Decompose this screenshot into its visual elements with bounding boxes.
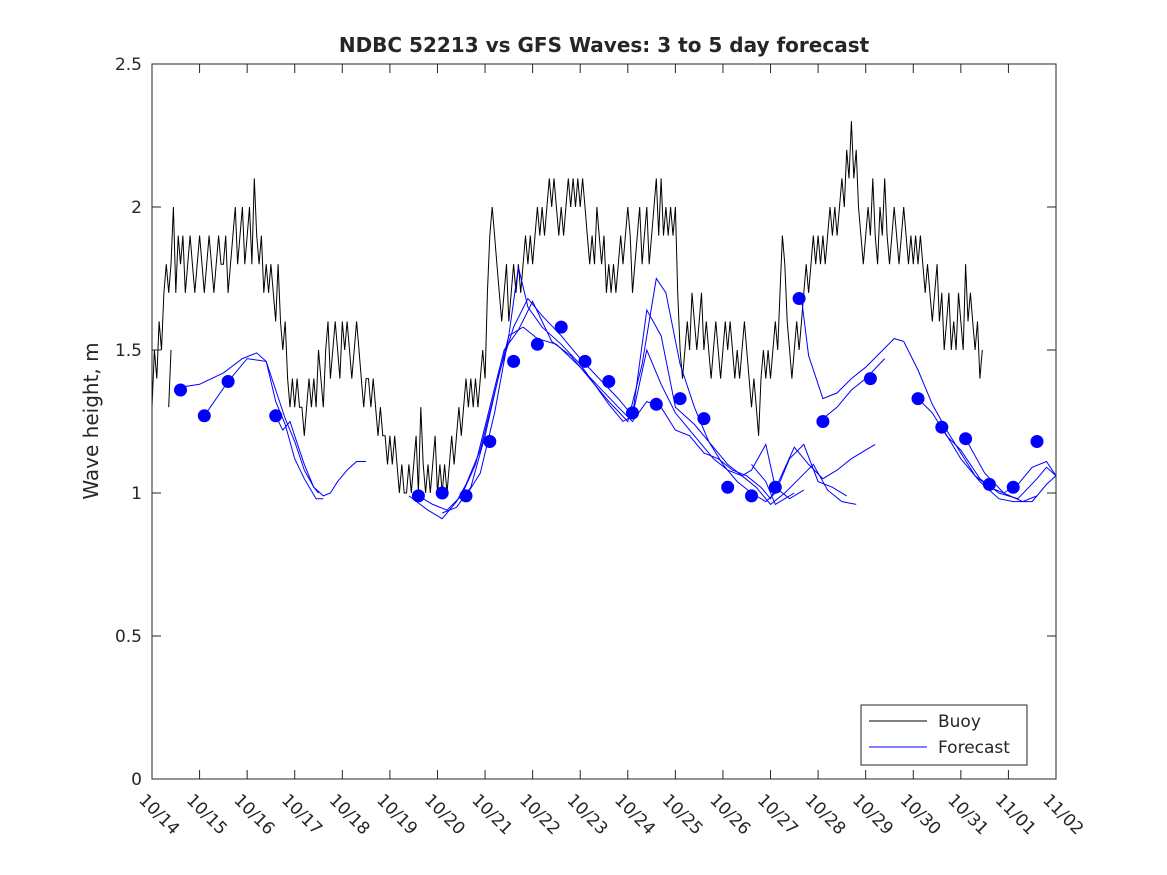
y-tick-label-2: 1 [131,484,142,504]
legend-label-forecast: Forecast [938,738,1010,758]
x-tick-label-14: 10/28 [801,790,850,839]
forecast-marker-17 [721,480,735,494]
x-tick-label-8: 10/22 [515,790,564,839]
forecast-marker-6 [459,489,473,503]
forecast-marker-5 [435,486,449,500]
buoy-line-1 [168,349,172,408]
chart-title: NDBC 52213 vs GFS Waves: 3 to 5 day fore… [339,33,870,57]
forecast-line-9 [822,358,886,419]
x-tick-label-7: 10/21 [468,790,517,839]
x-tick-label-2: 10/16 [230,790,279,839]
forecast-marker-2 [221,375,235,388]
y-tick-label-4: 2 [131,198,142,218]
x-tick-label-12: 10/26 [705,790,754,839]
x-tick-label-18: 11/01 [991,790,1040,839]
x-tick-label-10: 10/24 [610,790,659,839]
forecast-marker-22 [863,372,877,386]
forecast-marker-18 [745,489,758,503]
forecast-marker-4 [411,489,425,503]
x-tick-label-0: 10/14 [134,790,183,839]
x-tick-label-16: 10/30 [896,790,945,839]
forecast-line-5 [465,266,857,506]
x-tick-label-4: 10/18 [325,790,374,839]
forecast-marker-9 [530,337,544,351]
x-tick-label-13: 10/27 [753,790,802,839]
buoy-series [151,121,983,494]
forecast-marker-3 [269,409,283,423]
y-tick-label-3: 1.5 [115,341,142,361]
y-tick-label-5: 2.5 [115,55,142,75]
forecast-marker-16 [697,412,711,426]
y-tick-label-0: 0 [131,770,142,790]
forecast-marker-15 [673,392,687,406]
y-tick-label-1: 0.5 [115,627,142,647]
forecast-marker-21 [816,415,830,428]
x-tick-label-17: 10/31 [943,790,992,839]
forecast-marker-28 [1030,435,1044,448]
forecast-marker-14 [649,397,663,411]
legend: Buoy Forecast [860,704,1028,766]
x-tick-label-15: 10/29 [848,790,897,839]
buoy-line-0 [151,121,983,494]
forecast-line-2 [275,415,319,494]
plot-area [152,64,1056,779]
forecast-marker-13 [626,406,639,420]
y-axis: 0 0.5 1 1.5 2 2.5 [115,55,1056,790]
axes-box [151,63,1057,780]
x-tick-label-19: 11/02 [1038,790,1087,839]
x-tick-label-9: 10/23 [563,790,612,839]
forecast-marker-0 [174,383,187,397]
forecast-markers [174,292,1044,503]
forecast-marker-20 [792,292,806,305]
forecast-line-0 [180,352,367,497]
forecast-marker-12 [602,375,616,388]
x-tick-label-1: 10/15 [182,790,231,839]
forecast-line-7 [751,464,795,506]
y-axis-label: Wave height, m [79,342,103,499]
forecast-line-11 [941,426,1057,503]
forecast-marker-26 [982,477,996,491]
x-tick-label-6: 10/20 [420,790,469,839]
forecast-marker-23 [911,392,925,406]
forecast-marker-7 [483,435,497,448]
forecast-marker-25 [959,432,973,446]
forecast-line-12 [965,438,1038,503]
forecast-marker-1 [197,409,211,423]
x-tick-label-3: 10/17 [277,790,326,839]
forecast-marker-11 [578,354,592,368]
forecast-marker-24 [935,420,949,434]
legend-label-buoy: Buoy [938,712,981,732]
forecast-marker-10 [554,320,568,334]
x-tick-label-11: 10/25 [658,790,707,839]
legend-box [860,704,1028,766]
x-tick-label-5: 10/19 [372,790,421,839]
forecast-marker-27 [1006,480,1020,494]
forecast-marker-19 [768,480,782,494]
forecast-marker-8 [507,354,521,368]
